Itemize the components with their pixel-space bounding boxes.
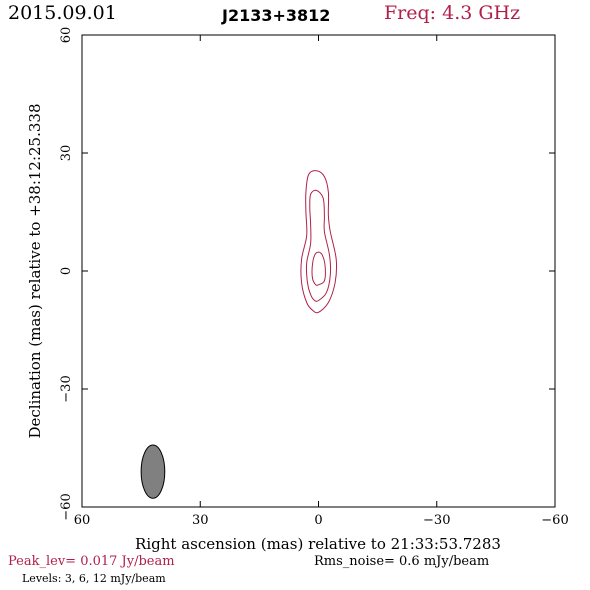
frequency-label: Freq: 4.3 GHz [384,2,521,24]
x-tick-label: −60 [541,513,568,528]
contour-level-12 [311,251,326,286]
x-tick-label: 0 [314,513,322,528]
contour-lines [300,170,338,314]
observation-date: 2015.09.01 [8,2,117,24]
contour-levels: Levels: 3, 6, 12 mJy/beam [22,572,166,585]
contour-level-3 [300,170,338,314]
axis-ticks [81,34,556,508]
peak-level: Peak_lev= 0.017 Jy/beam [8,554,175,569]
x-tick-label: 60 [74,513,91,528]
y-tick-label: −60 [59,493,74,520]
y-axis-label: Declination (mas) relative to +38:12:25.… [26,103,44,438]
contour-level-6 [305,189,332,302]
source-name: J2133+3812 [222,6,331,25]
x-tick-label: −30 [423,513,450,528]
y-tick-label: 60 [59,27,74,44]
y-tick-label: 30 [59,145,74,162]
plot-frame [81,34,556,508]
y-tick-label: 0 [59,267,74,275]
rms-noise: Rms_noise= 0.6 mJy/beam [314,554,490,569]
x-axis-label: Right ascension (mas) relative to 21:33:… [135,535,501,553]
y-tick-label: −30 [59,375,74,402]
beam-ellipse [140,444,166,499]
x-tick-label: 30 [192,513,209,528]
